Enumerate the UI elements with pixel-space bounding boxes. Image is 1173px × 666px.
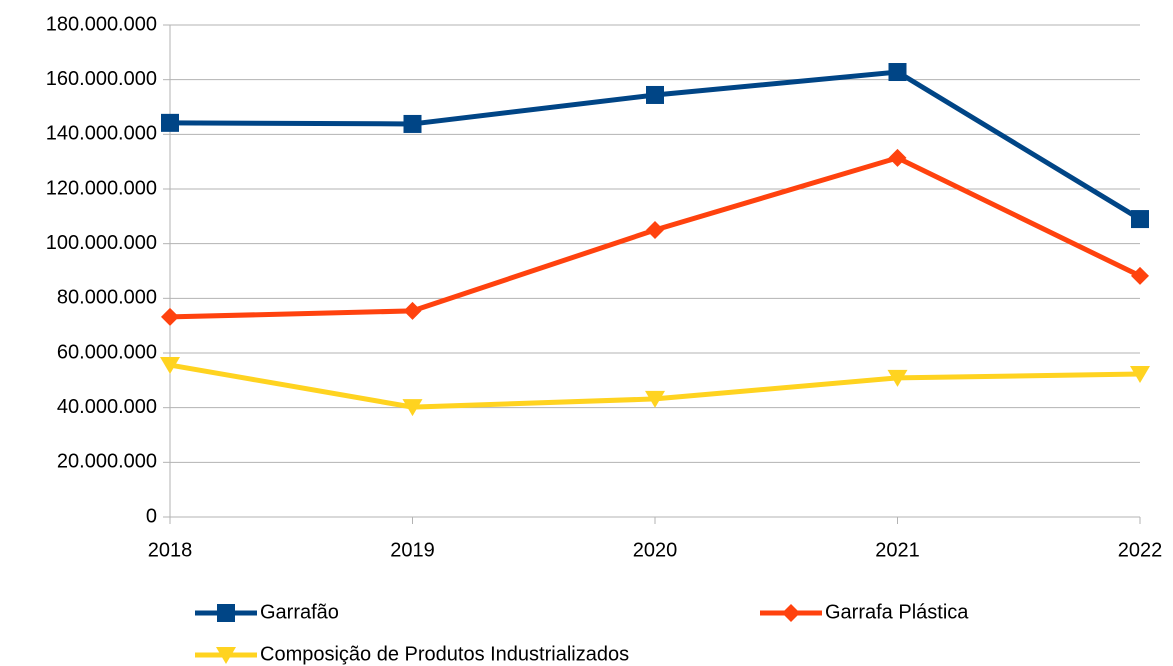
data-point <box>1131 266 1149 285</box>
y-tick-label: 160.000.000 <box>46 68 157 90</box>
y-tick-label: 40.000.000 <box>57 396 157 418</box>
data-point <box>887 369 908 387</box>
y-tick-label: 80.000.000 <box>57 287 157 309</box>
data-point <box>403 301 422 320</box>
legend-marker <box>216 647 236 664</box>
y-tick-label: 120.000.000 <box>46 177 157 199</box>
data-point <box>646 221 664 239</box>
data-point <box>161 307 179 326</box>
y-tick-label: 0 <box>146 505 157 527</box>
x-tick-label: 2021 <box>875 539 920 561</box>
x-tick-label: 2018 <box>148 539 193 561</box>
y-tick-label: 140.000.000 <box>46 123 157 145</box>
x-tick-label: 2020 <box>633 539 678 561</box>
data-point <box>1131 210 1149 229</box>
x-tick-label: 2022 <box>1118 539 1163 561</box>
y-tick-label: 20.000.000 <box>57 451 157 473</box>
legend-label: Garrafa Plástica <box>825 601 969 623</box>
y-tick-label: 60.000.000 <box>57 341 157 363</box>
data-point <box>161 113 179 132</box>
x-tick-label: 2019 <box>390 539 435 561</box>
legend-label: Garrafão <box>260 601 339 623</box>
legend-label: Composição de Produtos Industrializados <box>260 643 629 665</box>
data-point <box>888 63 907 82</box>
data-point <box>160 357 180 375</box>
data-point <box>403 114 422 133</box>
data-point <box>645 390 665 408</box>
data-point <box>888 148 907 167</box>
y-tick-label: 100.000.000 <box>46 232 157 254</box>
legend-marker <box>217 604 235 622</box>
data-point <box>1130 366 1150 384</box>
data-point <box>646 85 664 104</box>
data-point <box>402 399 423 417</box>
y-tick-label: 180.000.000 <box>46 13 157 35</box>
legend-marker <box>782 604 800 622</box>
